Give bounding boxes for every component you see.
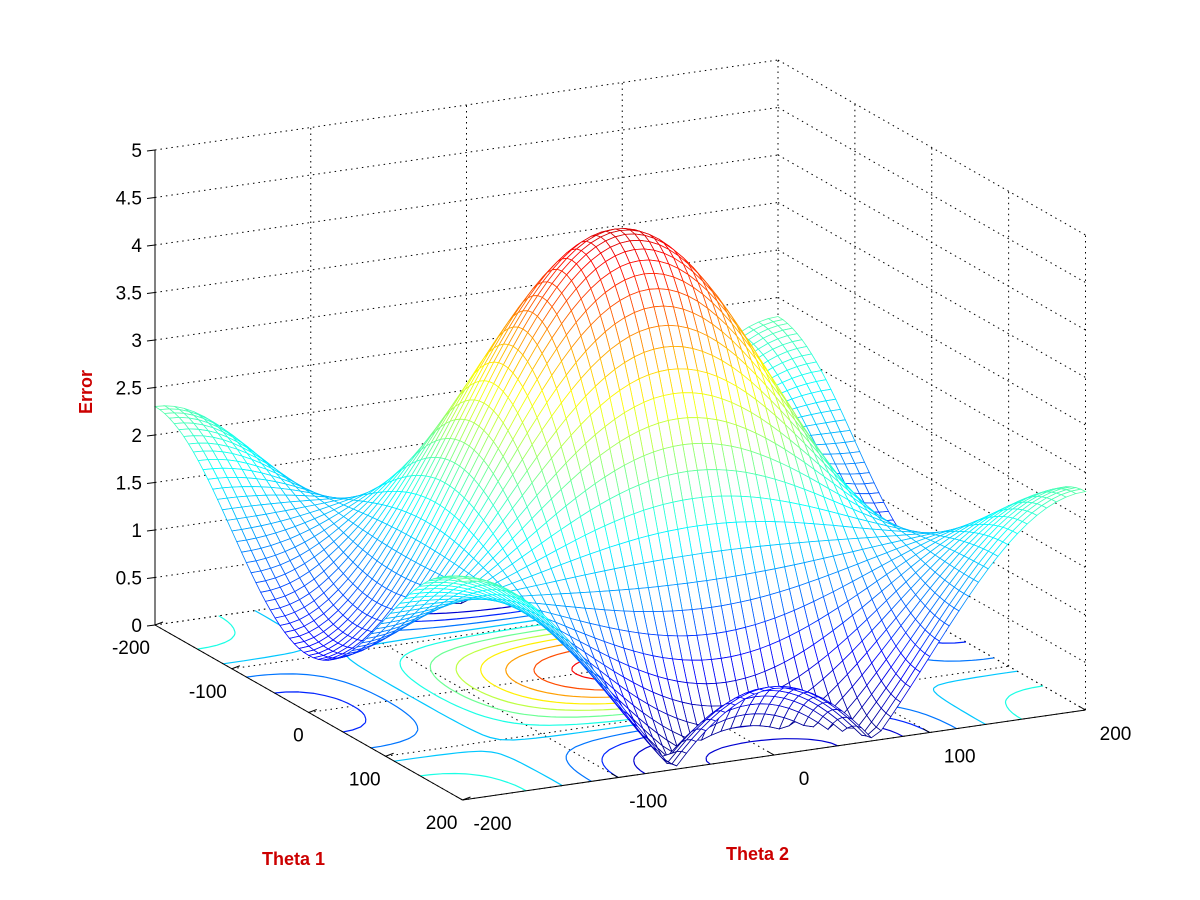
- x-tick-label: 200: [426, 813, 458, 834]
- grid-line: [777, 59, 1086, 236]
- x-tick: [231, 665, 241, 670]
- z-tick: [146, 482, 156, 484]
- y-tick-label: 0: [799, 769, 810, 790]
- grid-line: [154, 249, 779, 341]
- grid-line: [777, 392, 1086, 568]
- z-tick: [146, 624, 156, 627]
- z-tick: [146, 434, 156, 437]
- x-tick: [385, 752, 394, 757]
- z-tick: [146, 244, 156, 247]
- y-tick-label: -200: [473, 814, 511, 835]
- z-tick-label: 1.5: [116, 474, 142, 495]
- x-tick: [462, 796, 471, 801]
- grid-line: [310, 602, 619, 778]
- z-tick-label: 2: [131, 426, 142, 447]
- x-tick: [308, 709, 317, 713]
- grid-line: [777, 202, 1086, 378]
- y-tick: [611, 773, 619, 778]
- y-tick: [766, 750, 775, 756]
- grid-line: [777, 344, 1086, 521]
- z-tick-label: 0: [131, 616, 142, 637]
- x-axis-label: Theta 1: [262, 849, 325, 869]
- z-tick: [146, 149, 156, 152]
- z-tick-label: 3: [131, 331, 142, 352]
- z-tick: [146, 197, 156, 199]
- z-tick: [146, 577, 156, 579]
- x-tick-label: 0: [293, 726, 304, 747]
- x-tick-label: -200: [112, 638, 150, 659]
- y-tick-label: 200: [1100, 724, 1132, 745]
- z-tick-label: 1: [131, 521, 142, 542]
- z-tick: [146, 339, 156, 342]
- z-tick-label: 2.5: [116, 379, 142, 400]
- z-tick: [146, 292, 156, 294]
- axes: [146, 149, 1086, 801]
- grid-line: [777, 249, 1086, 426]
- z-tick-label: 4.5: [116, 189, 142, 210]
- grid-line: [154, 107, 779, 198]
- y-tick: [922, 728, 930, 733]
- y-tick-label: 100: [944, 747, 976, 768]
- z-tick-label: 4: [131, 236, 142, 257]
- z-axis-label: Error: [76, 370, 96, 414]
- x-tick-label: 100: [349, 769, 381, 790]
- z-tick: [146, 387, 156, 389]
- z-tick-label: 3.5: [116, 284, 142, 305]
- grid-line: [154, 59, 779, 151]
- surface-mesh: [153, 228, 1087, 767]
- grid-line: [154, 202, 779, 293]
- z-tick: [146, 529, 156, 532]
- y-axis-label: Theta 2: [726, 844, 789, 864]
- z-tick-label: 0.5: [116, 569, 142, 590]
- y-tick: [455, 795, 463, 801]
- x-tick: [154, 621, 164, 626]
- y-tick-label: -100: [629, 792, 667, 813]
- grid-line: [777, 107, 1086, 283]
- tick-labels: 0 0.5 1 1.5 2 2.5 3 3.5 4 4.5 5 -200 -100 0 100 200 -200…: [112, 141, 1131, 835]
- y-tick: [1078, 705, 1086, 711]
- surface-cell: [456, 577, 474, 582]
- z-tick-label: 5: [131, 141, 142, 162]
- x-tick-label: -100: [189, 682, 227, 703]
